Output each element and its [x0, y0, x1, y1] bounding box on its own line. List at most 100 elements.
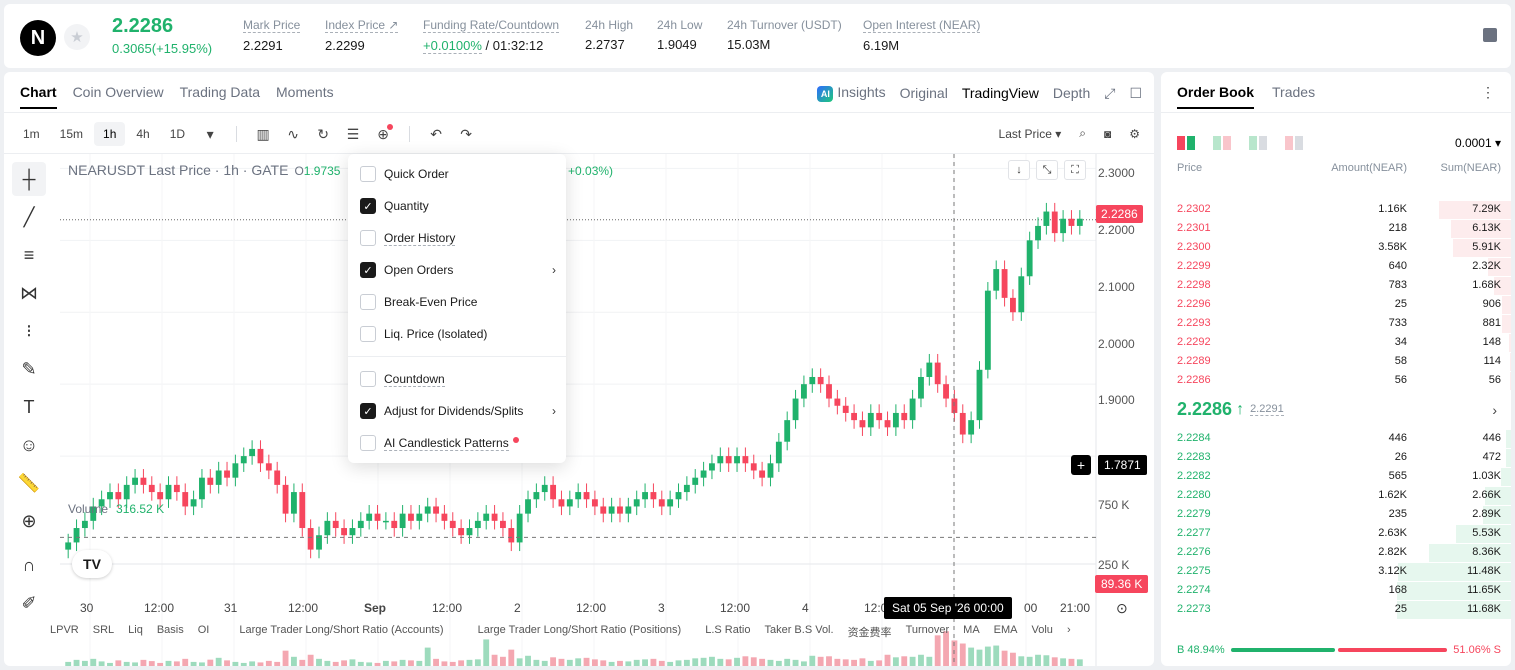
- ruler-icon[interactable]: 📏: [17, 472, 41, 493]
- bid-row[interactable]: 2.2276 2.82K 8.36K: [1161, 543, 1511, 562]
- menu-item[interactable]: AI Candlestick Patterns: [360, 435, 556, 451]
- indicator-item[interactable]: Turnover: [905, 624, 950, 636]
- ask-row[interactable]: 2.2302 1.16K 7.29K: [1161, 200, 1511, 219]
- menu-item[interactable]: Countdown: [360, 371, 556, 387]
- menu-item[interactable]: ✓ Quantity: [360, 198, 556, 214]
- indicator-item[interactable]: Basis: [156, 624, 184, 636]
- brush-icon[interactable]: ✎: [21, 358, 37, 379]
- menu-item[interactable]: ✓ Open Orders ›: [360, 262, 556, 278]
- ask-row[interactable]: 2.2292 34 148: [1161, 333, 1511, 352]
- horizontal-lines-icon[interactable]: ≡: [23, 244, 35, 265]
- menu-item[interactable]: Liq. Price (Isolated): [360, 326, 556, 342]
- checkbox[interactable]: [360, 166, 376, 182]
- tab-coin-overview[interactable]: Coin Overview: [72, 84, 164, 100]
- bid-row[interactable]: 2.2283 26 472: [1161, 448, 1511, 467]
- pattern-icon[interactable]: ⋈: [20, 282, 38, 303]
- bid-row[interactable]: 2.2282 565 1.03K: [1161, 467, 1511, 486]
- refresh-icon[interactable]: ↻: [317, 125, 329, 142]
- indicator-item[interactable]: SRL: [92, 624, 115, 636]
- reset-icon[interactable]: ⊙: [1116, 600, 1128, 616]
- fib-icon[interactable]: ⁝: [26, 320, 32, 341]
- indicator-item[interactable]: Volu: [1031, 624, 1053, 636]
- tab-original[interactable]: Original: [899, 85, 948, 101]
- bid-row[interactable]: 2.2279 235 2.89K: [1161, 505, 1511, 524]
- ask-row[interactable]: 2.2300 3.58K 5.91K: [1161, 238, 1511, 257]
- indicator-item[interactable]: OI: [197, 624, 210, 636]
- ask-row[interactable]: 2.2298 783 1.68K: [1161, 276, 1511, 295]
- gear-icon[interactable]: ⚙: [1129, 126, 1140, 141]
- tab-order-book[interactable]: Order Book: [1177, 84, 1255, 109]
- more-icon[interactable]: ⋮: [1481, 84, 1495, 100]
- menu-item[interactable]: ✓ Adjust for Dividends/Splits ›: [360, 403, 556, 419]
- bid-row[interactable]: 2.2280 1.62K 2.66K: [1161, 486, 1511, 505]
- arrow-down-icon[interactable]: ↓: [1008, 160, 1030, 180]
- checkbox[interactable]: [360, 230, 376, 246]
- trend-line-icon[interactable]: ╱: [23, 206, 35, 227]
- tick-size-select[interactable]: 0.0001 ▾: [1454, 136, 1501, 150]
- checkbox[interactable]: ✓: [360, 403, 376, 419]
- emoji-icon[interactable]: ☺: [19, 434, 39, 455]
- checkbox[interactable]: ✓: [360, 198, 376, 214]
- tab-chart[interactable]: Chart: [20, 84, 57, 109]
- bid-row[interactable]: 2.2274 168 11.65K: [1161, 581, 1511, 600]
- zoom-icon[interactable]: ⊕: [21, 510, 37, 531]
- pencil-icon[interactable]: ✐: [21, 592, 37, 613]
- indicator-item[interactable]: MA: [963, 624, 980, 636]
- add-overlay-icon[interactable]: ⊕: [369, 123, 397, 143]
- chevron-right-icon[interactable]: ›: [1066, 624, 1071, 636]
- checkbox[interactable]: ✓: [360, 262, 376, 278]
- magnet-icon[interactable]: ∩: [22, 554, 36, 575]
- expand-icon[interactable]: ⤢: [1104, 84, 1116, 101]
- chevron-right-icon[interactable]: ›: [1492, 402, 1497, 418]
- view-split-icon[interactable]: [1213, 136, 1231, 150]
- menu-item[interactable]: Break-Even Price: [360, 294, 556, 310]
- collapse-icon[interactable]: ⤡: [1036, 160, 1058, 180]
- indicator-item[interactable]: EMA: [993, 624, 1018, 636]
- ask-row[interactable]: 2.2296 25 906: [1161, 295, 1511, 314]
- interval-1d[interactable]: 1D: [169, 127, 186, 141]
- price-chart[interactable]: [60, 154, 1154, 666]
- indicator-item[interactable]: L.S Ratio: [705, 624, 751, 636]
- checkbox[interactable]: [360, 326, 376, 342]
- view-both-icon[interactable]: [1177, 136, 1195, 150]
- search-icon[interactable]: ⌕: [1079, 126, 1086, 140]
- tab-trading-data[interactable]: Trading Data: [179, 84, 261, 100]
- tab-moments[interactable]: Moments: [276, 84, 334, 100]
- redo-icon[interactable]: ↷: [460, 125, 472, 142]
- book-icon[interactable]: [1483, 28, 1497, 42]
- ask-row[interactable]: 2.2286 56 56: [1161, 371, 1511, 390]
- interval-15m[interactable]: 15m: [59, 127, 84, 141]
- text-icon[interactable]: T: [23, 396, 35, 417]
- ask-row[interactable]: 2.2301 218 6.13K: [1161, 219, 1511, 238]
- add-alert-icon[interactable]: +: [1071, 455, 1091, 475]
- bid-row[interactable]: 2.2273 25 11.68K: [1161, 600, 1511, 619]
- crosshair-icon[interactable]: ┼: [12, 162, 46, 196]
- indicator-item[interactable]: Large Trader Long/Short Ratio (Positions…: [477, 624, 682, 636]
- ask-row[interactable]: 2.2299 640 2.32K: [1161, 257, 1511, 276]
- template-icon[interactable]: ☰: [346, 125, 360, 142]
- checkbox[interactable]: [360, 294, 376, 310]
- interval-4h[interactable]: 4h: [136, 127, 150, 141]
- interval-dropdown-icon[interactable]: ▾: [206, 125, 214, 142]
- maximize-icon[interactable]: ⛶: [1064, 160, 1086, 180]
- interval-1h[interactable]: 1h: [94, 122, 126, 146]
- indicator-item[interactable]: Taker B.S Vol.: [764, 624, 834, 636]
- tab-trades[interactable]: Trades: [1272, 84, 1316, 100]
- bid-row[interactable]: 2.2284 446 446: [1161, 429, 1511, 448]
- view-asks-icon[interactable]: [1285, 136, 1303, 150]
- indicator-item[interactable]: 资金费率: [847, 627, 892, 639]
- last-price-select[interactable]: Last Price ▾: [998, 126, 1062, 141]
- bid-row[interactable]: 2.2277 2.63K 5.53K: [1161, 524, 1511, 543]
- checkbox[interactable]: [360, 435, 376, 451]
- indicator-item[interactable]: Liq: [128, 624, 143, 636]
- indicator-item[interactable]: Large Trader Long/Short Ratio (Accounts): [239, 624, 444, 636]
- indicators-icon[interactable]: ∿: [287, 125, 299, 142]
- tab-tradingview[interactable]: TradingView: [961, 85, 1039, 101]
- bid-row[interactable]: 2.2275 3.12K 11.48K: [1161, 562, 1511, 581]
- indicator-item[interactable]: LPVR: [50, 624, 79, 636]
- camera-icon[interactable]: ◙: [1103, 126, 1112, 141]
- favorite-star-icon[interactable]: ★: [64, 24, 90, 50]
- stat-index-price[interactable]: Index Price ↗ 2.2299: [325, 18, 399, 53]
- window-icon[interactable]: ☐: [1129, 84, 1142, 101]
- candle-type-icon[interactable]: ▥: [256, 125, 270, 142]
